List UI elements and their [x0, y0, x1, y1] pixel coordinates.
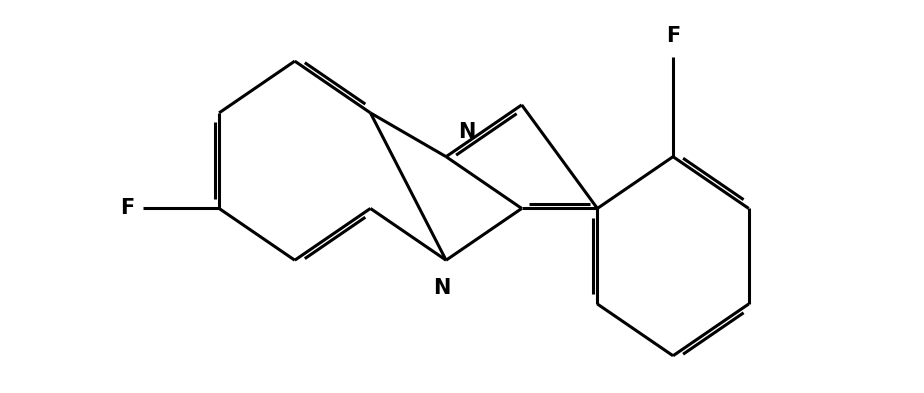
Text: F: F: [119, 198, 134, 219]
Text: N: N: [458, 122, 475, 142]
Text: F: F: [666, 26, 680, 46]
Text: N: N: [433, 278, 451, 298]
